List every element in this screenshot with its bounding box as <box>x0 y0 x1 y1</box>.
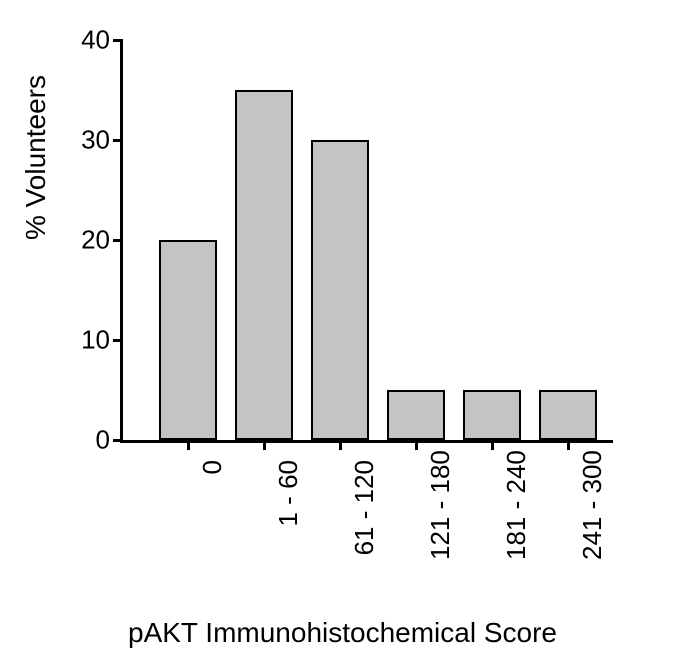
x-tick-label: 0 <box>197 460 228 560</box>
y-tick-label: 40 <box>60 25 110 56</box>
bar <box>311 140 369 440</box>
y-tick-mark <box>113 239 123 242</box>
y-tick-mark <box>113 39 123 42</box>
x-tick-label: 1 - 60 <box>273 460 304 560</box>
x-tick-mark <box>415 440 418 450</box>
bar <box>539 390 597 440</box>
bar <box>235 90 293 440</box>
x-tick-label: 61 - 120 <box>349 460 380 560</box>
y-tick-mark <box>113 139 123 142</box>
x-tick-mark <box>567 440 570 450</box>
x-tick-label: 241 - 300 <box>577 460 608 560</box>
bar-chart: % Volunteers pAKT Immunohistochemical Sc… <box>0 0 685 669</box>
bar <box>387 390 445 440</box>
y-tick-label: 20 <box>60 225 110 256</box>
y-tick-label: 10 <box>60 325 110 356</box>
x-tick-mark <box>187 440 190 450</box>
y-tick-label: 0 <box>60 425 110 456</box>
bar <box>463 390 521 440</box>
y-tick-mark <box>113 339 123 342</box>
y-tick-label: 30 <box>60 125 110 156</box>
y-tick-mark <box>113 439 123 442</box>
y-axis-label: % Volunteers <box>20 75 52 240</box>
x-tick-label: 181 - 240 <box>501 460 532 560</box>
x-tick-mark <box>339 440 342 450</box>
bar <box>159 240 217 440</box>
x-axis-label: pAKT Immunohistochemical Score <box>0 617 685 649</box>
x-tick-mark <box>491 440 494 450</box>
x-tick-mark <box>263 440 266 450</box>
plot-area <box>120 40 613 443</box>
x-tick-label: 121 - 180 <box>425 460 456 560</box>
